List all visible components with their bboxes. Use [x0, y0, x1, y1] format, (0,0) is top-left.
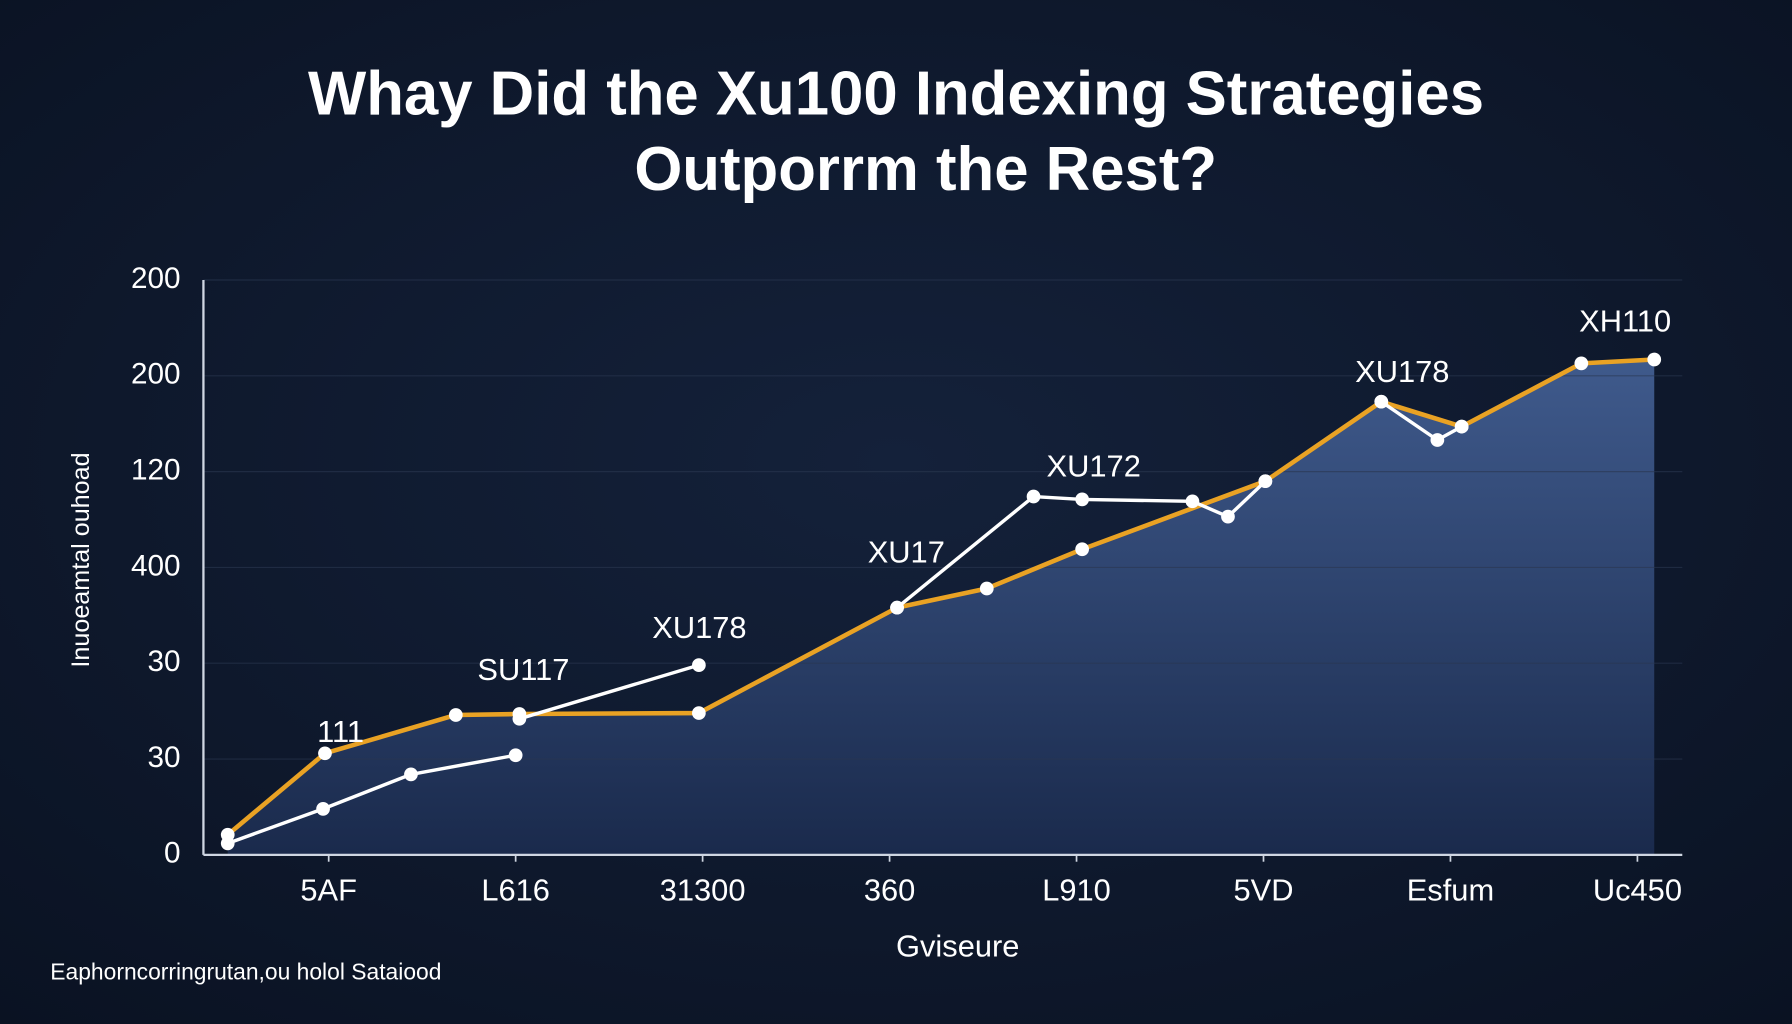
annotation: XU178 — [652, 610, 746, 645]
plot-area: 0 30 30 400 120 200 200 5AF L616 31300 360 L910 5VD E… — [131, 262, 1683, 908]
point — [1221, 509, 1235, 524]
x-tick-label: L616 — [481, 873, 550, 908]
point — [1647, 352, 1662, 367]
point — [1026, 489, 1041, 504]
annotation: XU172 — [1047, 449, 1141, 484]
point — [692, 658, 706, 673]
footnote: Eaphorncorringrutan,ou holol Sataiood — [50, 959, 441, 985]
point — [1574, 356, 1589, 371]
annotation: SU117 — [477, 652, 569, 687]
point — [220, 836, 235, 851]
x-tick-label: L910 — [1042, 873, 1111, 908]
x-axis-label: Gviseure — [896, 929, 1019, 964]
point — [1454, 419, 1469, 434]
y-axis-label: Inuoeamtal ouhoad — [67, 452, 95, 667]
annotation: 111 — [317, 714, 364, 749]
y-tick-label: 30 — [148, 741, 181, 774]
y-tick-label: 400 — [131, 549, 181, 582]
x-tick-label: 5AF — [300, 873, 357, 908]
annotation: XH110 — [1579, 304, 1671, 339]
area — [227, 359, 1655, 855]
point — [1430, 433, 1445, 447]
y-tick-label: 0 — [164, 837, 181, 870]
point — [316, 802, 330, 816]
point — [979, 581, 994, 596]
chart-title: Outporrm the Rest? — [634, 135, 1217, 204]
x-tick-label: Uc450 — [1593, 873, 1682, 908]
annotation: XU17 — [868, 534, 945, 569]
point — [1374, 394, 1389, 409]
point — [1185, 494, 1200, 509]
y-tick-label: 200 — [131, 358, 181, 391]
point — [404, 767, 418, 782]
y-tick-label: 120 — [131, 453, 181, 486]
point — [890, 600, 904, 615]
y-tick-label: 30 — [148, 645, 181, 678]
point — [1258, 474, 1273, 489]
point — [508, 748, 523, 763]
x-tick-label: 360 — [864, 873, 915, 908]
point — [1075, 542, 1089, 557]
annotation: XU178 — [1355, 354, 1449, 389]
point — [448, 708, 463, 722]
point — [692, 706, 706, 720]
chart-title: Whay Did the Xu100 Indexing Strategies — [308, 60, 1484, 129]
line — [227, 400, 1463, 845]
point — [318, 746, 332, 761]
y-tick-label: 200 — [131, 262, 181, 295]
point — [1075, 492, 1089, 507]
point — [512, 711, 527, 726]
x-tick-label: 5VD — [1233, 873, 1293, 908]
x-tick-label: Esfum — [1407, 873, 1494, 908]
x-tick-label: 31300 — [660, 873, 746, 908]
